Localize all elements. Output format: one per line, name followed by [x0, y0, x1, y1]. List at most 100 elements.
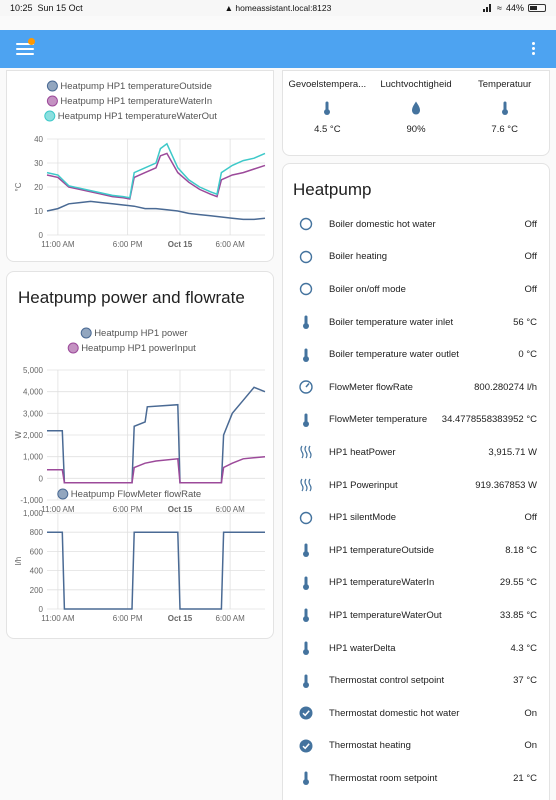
thermometer-icon: [303, 348, 309, 362]
entity-state: 33.85 °C: [499, 609, 537, 621]
x-tick-label: 11:00 AM: [41, 614, 75, 623]
sensor-tile[interactable]: Gevoelstempera... 4.5 °C: [283, 79, 372, 135]
entity-name: Boiler on/off mode: [329, 283, 406, 295]
entity-row[interactable]: Thermostat domestic hot water On: [283, 697, 549, 730]
sensor-name: Gevoelstempera...: [288, 79, 367, 90]
y-axis-label: W: [14, 431, 23, 439]
thermometer-icon: [501, 101, 508, 115]
entity-icon-wrap: [283, 542, 329, 558]
entity-state: 29.55 °C: [499, 577, 537, 589]
y-tick-label: 200: [30, 586, 44, 595]
series-line: [47, 531, 265, 610]
entity-name: Boiler domestic hot water: [329, 218, 436, 230]
entity-name: HP1 temperatureOutside: [329, 544, 435, 556]
entity-row[interactable]: Boiler temperature water outlet 0 °C: [283, 338, 549, 371]
entity-state: 4.3 °C: [510, 642, 537, 654]
entity-icon-wrap: [283, 412, 329, 428]
legend-swatch: [67, 342, 79, 354]
entity-name: Thermostat room setpoint: [329, 772, 438, 784]
temperature-chart[interactable]: Heatpump HP1 temperatureOutside Heatpump …: [7, 71, 274, 262]
entity-row[interactable]: FlowMeter flowRate 800.280274 l/h: [283, 371, 549, 404]
address-url: homeassistant.local:8123: [235, 3, 332, 13]
series-line: [46, 200, 266, 221]
entity-state: Off: [524, 251, 538, 263]
y-tick-label: 0: [39, 231, 44, 240]
x-tick-label: Oct 15: [168, 614, 193, 623]
entity-row[interactable]: Boiler domestic hot water Off: [283, 208, 549, 241]
y-tick-label: 0: [39, 474, 44, 483]
sensor-icon-wrap: [460, 98, 549, 118]
entity-row[interactable]: HP1 temperatureOutside 8.18 °C: [283, 534, 549, 567]
legend-label: Heatpump HP1 temperatureWaterIn: [60, 96, 212, 107]
flowrate-chart[interactable]: Heatpump FlowMeter flowRate 1,000 800 600 40…: [7, 487, 274, 627]
x-tick-label: 6:00 PM: [113, 505, 143, 514]
series-line: [46, 152, 266, 200]
entity-row[interactable]: Boiler temperature water inlet 56 °C: [283, 306, 549, 339]
circle-outline-icon: [299, 250, 313, 264]
entity-icon-wrap: [283, 607, 329, 623]
legend-swatch: [80, 327, 92, 339]
entity-row[interactable]: HP1 Powerinput 919.367853 W: [283, 469, 549, 502]
x-tick-label: 6:00 AM: [215, 614, 245, 623]
entity-row[interactable]: Boiler heating Off: [283, 241, 549, 274]
entity-state: On: [524, 740, 537, 752]
card-title: Heatpump power and flowrate: [18, 288, 245, 307]
sensor-tile[interactable]: Temperatuur 7.6 °C: [460, 79, 549, 135]
legend-label: Heatpump HP1 powerInput: [81, 343, 196, 354]
legend-item[interactable]: Heatpump FlowMeter flowRate: [57, 488, 201, 500]
y-tick-label: 1,000: [23, 509, 44, 518]
legend-label: Heatpump FlowMeter flowRate: [71, 489, 201, 500]
entity-name: HP1 Powerinput: [329, 479, 398, 491]
entity-row[interactable]: Thermostat control setpoint 37 °C: [283, 664, 549, 697]
legend-item[interactable]: Heatpump HP1 temperatureWaterOut: [44, 110, 217, 122]
x-tick-label: 6:00 AM: [215, 240, 245, 249]
legend-item[interactable]: Heatpump HP1 temperatureOutside: [46, 80, 212, 92]
entity-icon-wrap: [283, 216, 329, 232]
entity-icon-wrap: [283, 673, 329, 689]
entity-row[interactable]: HP1 temperatureWaterOut 33.85 °C: [283, 599, 549, 632]
entity-icon-wrap: [283, 575, 329, 591]
legend-label: Heatpump HP1 temperatureWaterOut: [58, 111, 217, 122]
x-tick-label: 11:00 AM: [41, 505, 75, 514]
entity-row[interactable]: Thermostat heating On: [283, 730, 549, 763]
y-tick-label: 30: [34, 159, 43, 168]
y-axis-label: l/h: [14, 557, 23, 565]
circle-outline-icon: [299, 218, 313, 231]
entity-row[interactable]: HP1 waterDelta 4.3 °C: [283, 632, 549, 665]
entity-row[interactable]: HP1 heatPower 3,915.71 W: [283, 436, 549, 469]
entity-row[interactable]: FlowMeter temperature 34.4778558383952 °C: [283, 404, 549, 437]
entity-state: 919.367853 W: [475, 479, 537, 491]
more-options-button[interactable]: [532, 42, 536, 57]
entity-icon-wrap: [283, 705, 329, 721]
thermometer-icon: [303, 315, 309, 330]
menu-button[interactable]: [16, 38, 35, 58]
entity-row[interactable]: Boiler on/off mode Off: [283, 273, 549, 306]
power-chart[interactable]: Heatpump HP1 power Heatpump HP1 powerInpu…: [7, 322, 274, 537]
legend-item[interactable]: Heatpump HP1 power: [80, 327, 188, 339]
entity-name: Boiler temperature water outlet: [329, 349, 459, 361]
wifi-icon: ≈: [497, 3, 502, 13]
entity-row[interactable]: Thermostat room setpoint 21 °C: [283, 762, 549, 795]
x-tick-label: 6:00 AM: [215, 505, 245, 514]
legend-item[interactable]: Heatpump HP1 powerInput: [67, 342, 196, 354]
address-bar[interactable]: ▲ homeassistant.local:8123: [224, 3, 332, 13]
entity-name: HP1 silentMode: [329, 512, 397, 524]
app-toolbar: [0, 30, 556, 68]
ios-status-bar: 10:25 Sun 15 Oct ▲ homeassistant.local:8…: [0, 0, 556, 16]
y-tick-label: 0: [39, 605, 44, 614]
y-tick-label: 1,000: [23, 453, 44, 462]
legend-item[interactable]: Heatpump HP1 temperatureWaterIn: [46, 95, 212, 107]
entity-icon-wrap: [283, 249, 329, 265]
entity-row[interactable]: HP1 temperatureWaterIn 29.55 °C: [283, 567, 549, 600]
entity-row[interactable]: HP1 silentMode Off: [283, 501, 549, 534]
entity-name: HP1 heatPower: [329, 446, 396, 458]
entity-icon-wrap: [283, 510, 329, 526]
thermometer-icon: [303, 413, 309, 427]
y-tick-label: -1,000: [20, 496, 43, 505]
y-tick-label: 20: [34, 183, 43, 192]
entity-state: 37 °C: [513, 675, 537, 687]
sensor-value: 4.5 °C: [314, 124, 341, 135]
entity-name: FlowMeter flowRate: [329, 381, 413, 393]
sensor-tile[interactable]: Luchtvochtigheid 90%: [372, 79, 461, 135]
status-time: 10:25 Sun 15 Oct: [10, 3, 83, 13]
